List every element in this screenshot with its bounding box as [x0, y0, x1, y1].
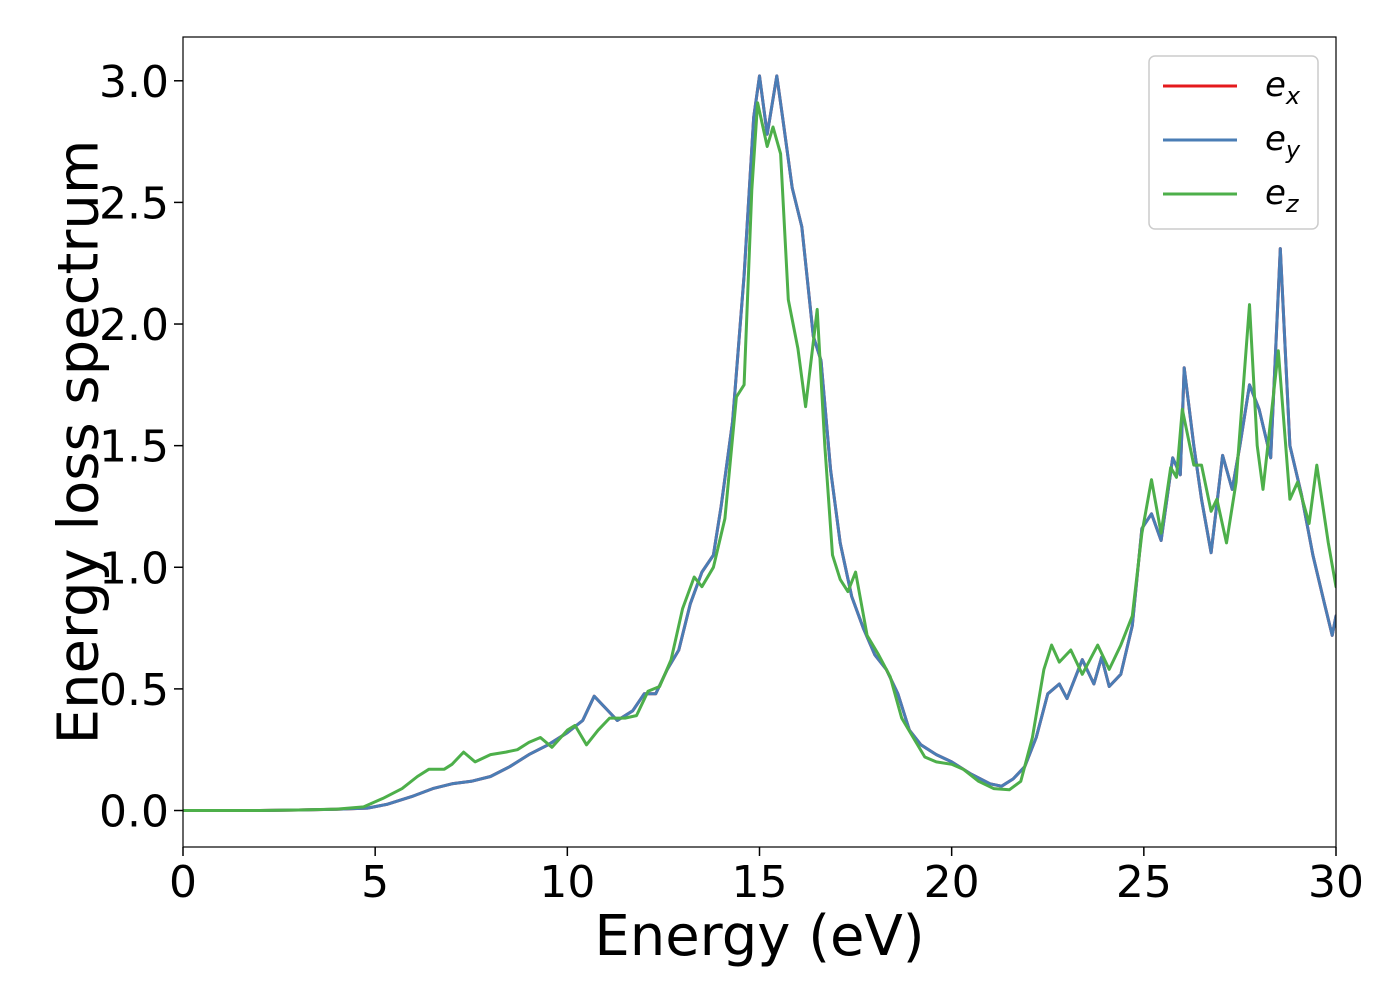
x-tick-label: 0 [169, 857, 197, 908]
y-tick-label: 1.0 [99, 543, 169, 594]
y-axis: 0.0 0.5 1.0 1.5 2.0 2.5 3.0 [99, 57, 183, 838]
x-tick-label: 25 [1116, 857, 1172, 908]
y-tick-label: 1.5 [99, 422, 169, 473]
plot-area [182, 36, 1337, 848]
x-tick-label: 20 [924, 857, 980, 908]
x-tick-label: 30 [1308, 857, 1364, 908]
x-axis: 0 5 10 15 20 25 30 [169, 847, 1364, 908]
x-tick-label: 10 [539, 857, 595, 908]
y-tick-label: 0.0 [99, 787, 169, 838]
y-tick-label: 2.5 [99, 178, 169, 229]
legend-item: ey [1163, 119, 1301, 164]
y-tick-label: 2.0 [99, 300, 169, 351]
x-tick-label: 15 [732, 857, 788, 908]
legend-label: ex [1265, 65, 1301, 110]
legend-label: ey [1265, 119, 1301, 164]
legend-label: ez [1265, 173, 1300, 218]
plot-background [183, 37, 1336, 847]
y-tick-label: 3.0 [99, 57, 169, 108]
series-line-e-z [183, 101, 1336, 812]
y-axis-title: Energy loss spectrum [47, 140, 112, 745]
x-axis-title: Energy (eV) [594, 904, 924, 969]
y-tick-label: 0.5 [99, 665, 169, 716]
legend-item: ez [1163, 173, 1300, 218]
x-tick-label: 5 [361, 857, 389, 908]
legend: ex ey ez [1148, 55, 1319, 230]
series-layer [183, 74, 1336, 812]
legend-item: ex [1163, 65, 1301, 110]
legend-box [1148, 55, 1319, 230]
